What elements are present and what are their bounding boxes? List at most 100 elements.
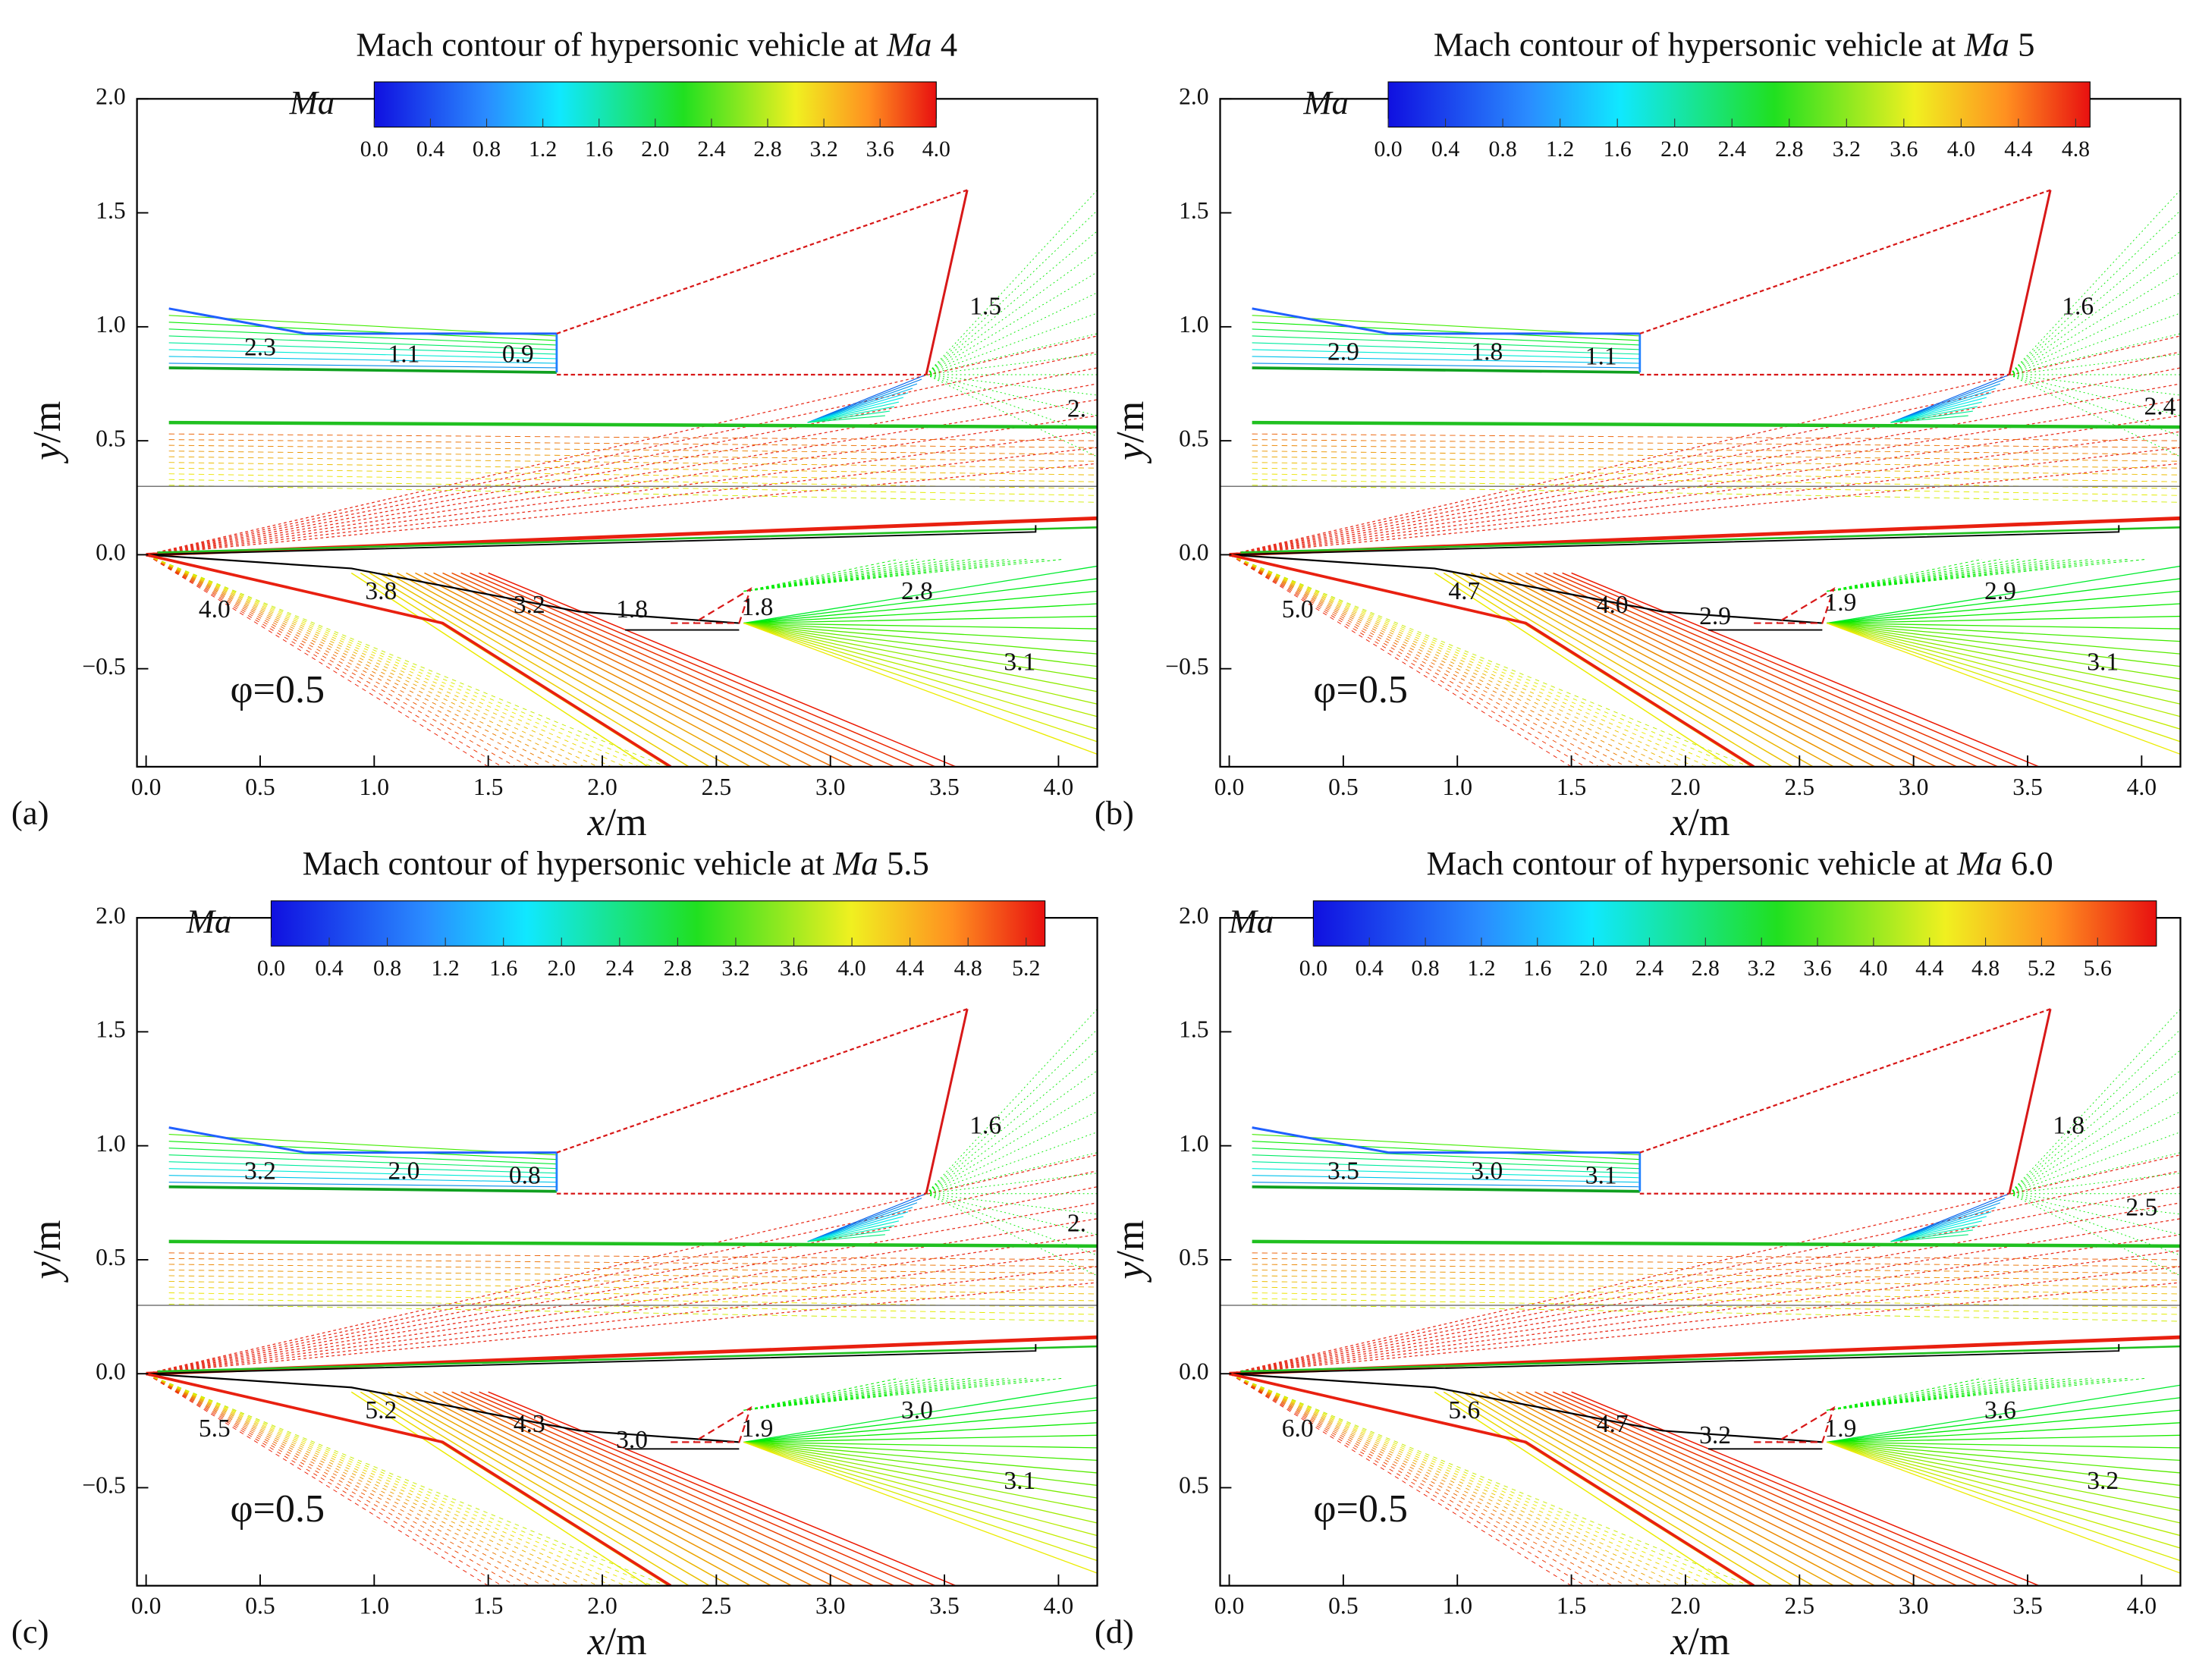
- x-tick-label: 0.0: [1214, 1593, 1245, 1619]
- flow-line: [146, 1373, 598, 1586]
- flow-line: [1252, 1286, 2181, 1302]
- colorbar-label: Ma: [1302, 83, 1349, 121]
- flow-line: [2009, 292, 2181, 375]
- colorbar-tick-label: 4.8: [954, 956, 982, 981]
- y-tick-label: 1.0: [96, 311, 126, 338]
- flow-line: [146, 1373, 558, 1586]
- duct-wall: [168, 307, 557, 335]
- flow-line: [1827, 622, 2181, 642]
- axes-frame: [1219, 916, 2182, 1587]
- flow-line: [743, 1441, 1098, 1487]
- flow-line: [1890, 1225, 1978, 1242]
- contour-label: 3.8: [365, 577, 397, 605]
- contour-label: 2.8: [901, 577, 933, 605]
- colorbar-tick-label: 3.6: [866, 137, 894, 162]
- flow-line: [488, 1391, 957, 1586]
- contour-label: 5.6: [1448, 1396, 1480, 1424]
- contour-label: 3.1: [1585, 1161, 1617, 1189]
- shock-line: [146, 553, 672, 767]
- colorbar-tick-label: 2.4: [605, 956, 633, 981]
- x-tick-label: 0.0: [1214, 774, 1245, 800]
- flow-line: [1890, 1193, 2010, 1242]
- vehicle-outline: [1229, 1373, 1823, 1443]
- contour-label: 4.0: [1597, 591, 1629, 619]
- flow-line: [1479, 572, 1834, 767]
- plot-area: [1220, 1008, 2181, 1586]
- flow-line: [146, 554, 571, 767]
- contour-label: 3.0: [616, 1426, 648, 1454]
- panel-title: Mach contour of hypersonic vehicle at Ma 6…: [1427, 844, 2053, 882]
- flow-line: [146, 554, 558, 767]
- flow-line: [1827, 1441, 2181, 1574]
- flow-line: [925, 374, 1098, 457]
- flow-line: [1890, 406, 1978, 423]
- colorbar-tick-label: 4.0: [1859, 956, 1887, 981]
- flow-line: [1229, 1373, 1682, 1586]
- x-tick-label: 1.5: [1557, 774, 1587, 800]
- flow-line: [1827, 603, 2181, 624]
- vehicle-surface: [1240, 1345, 2181, 1373]
- flow-line: [146, 415, 1098, 556]
- flow-line: [2009, 333, 2181, 375]
- flow-line: [1544, 1391, 1978, 1586]
- flow-line: [1488, 572, 1855, 767]
- flow-line: [743, 1441, 1098, 1574]
- flow-line: [146, 554, 667, 767]
- flow-line: [1535, 1391, 1958, 1586]
- shock-line: [925, 1008, 969, 1195]
- flow-line: [743, 1397, 1098, 1443]
- flow-line: [743, 1441, 1098, 1474]
- flow-line: [743, 565, 1098, 624]
- flow-line: [1252, 356, 1640, 364]
- flow-line: [1252, 1281, 2181, 1295]
- flow-line: [743, 558, 900, 592]
- flow-line: [1827, 1384, 2181, 1443]
- flow-line: [350, 1391, 649, 1586]
- flow-line: [743, 558, 1063, 592]
- flow-line: [406, 1391, 771, 1586]
- contour-label: 4.0: [199, 595, 231, 623]
- flow-line: [1827, 1377, 2019, 1411]
- flow-line: [146, 1250, 1098, 1374]
- contour-label: 4.7: [1597, 1410, 1629, 1438]
- y-tick-label: 0.5: [96, 1244, 126, 1270]
- y-tick-label: 0.5: [96, 425, 126, 451]
- flow-line: [1229, 1266, 2181, 1374]
- flow-line: [807, 383, 918, 423]
- flow-line: [1827, 590, 2181, 624]
- flow-line: [1229, 1202, 2181, 1374]
- flow-line: [378, 1391, 710, 1586]
- duct-wall: [168, 1185, 557, 1193]
- flow-line: [743, 1377, 991, 1411]
- contour-label: 1.9: [1824, 1415, 1856, 1443]
- colorbar-tick-label: 0.8: [1489, 137, 1517, 162]
- flow-line: [1252, 1175, 1640, 1183]
- axis-var: y: [1109, 1261, 1152, 1283]
- axis-unit: /m: [1109, 1220, 1152, 1262]
- flow-line: [479, 572, 936, 767]
- colorbar-tick-label: 4.0: [1947, 137, 1975, 162]
- x-axis-label: x/m: [586, 801, 646, 844]
- flow-line: [807, 388, 913, 423]
- flow-line: [146, 1373, 626, 1586]
- flow-line: [168, 1168, 557, 1179]
- axis-var: x: [586, 1620, 605, 1663]
- shock-line: [1639, 1008, 2051, 1154]
- colorbar-tick-label: 1.6: [1523, 956, 1551, 981]
- flow-line: [1229, 1373, 1599, 1586]
- flow-line: [1535, 572, 1958, 767]
- colorbar-tick-label: 5.2: [2028, 956, 2056, 981]
- colorbar-tick-label: 2.8: [753, 137, 781, 162]
- shock-line: [146, 1372, 672, 1586]
- figure-content: Mach contour of hypersonic vehicle at Ma 4…: [11, 26, 2182, 1663]
- flow-line: [807, 1198, 922, 1242]
- contour-label: 1.1: [388, 341, 419, 369]
- flow-line: [1229, 554, 1736, 767]
- flow-line: [1434, 572, 1732, 767]
- duct-wall: [168, 366, 557, 374]
- flow-line: [925, 190, 1098, 375]
- colorbar-tick-label: 0.4: [416, 137, 445, 162]
- shock-line: [556, 1008, 968, 1154]
- colorbar-tick-label: 4.0: [922, 137, 950, 162]
- flow-line: [743, 558, 954, 592]
